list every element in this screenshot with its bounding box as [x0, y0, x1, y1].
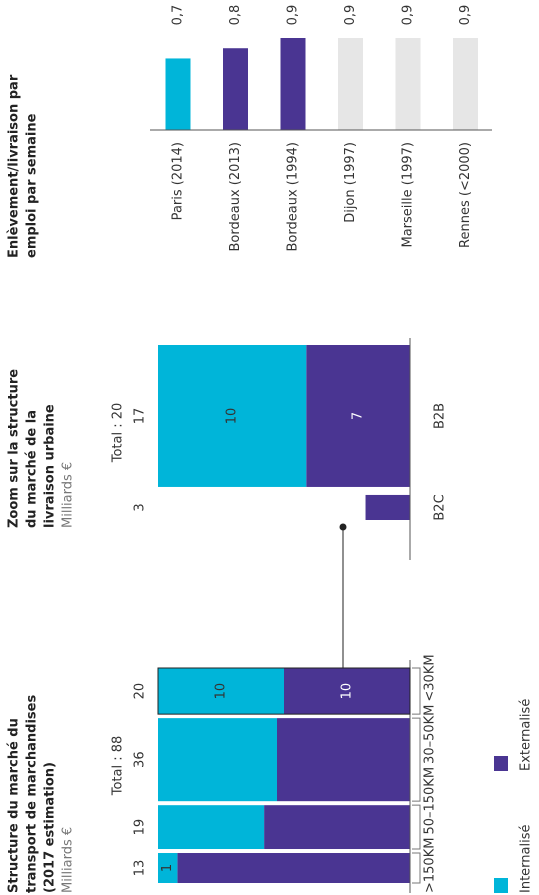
legend-swatch	[494, 756, 508, 771]
x-tick-label: 30–50KM	[423, 705, 438, 764]
total-label: Total : 88	[111, 736, 126, 797]
total-value: 3	[133, 503, 148, 511]
value-label: 0,9	[343, 5, 358, 26]
bracket	[412, 717, 421, 802]
x-tick-label: B2C	[433, 494, 448, 520]
value-label: 0,9	[458, 5, 473, 26]
value-label: 10	[340, 683, 355, 700]
total-value: 17	[133, 408, 148, 425]
x-tick-label: >150KM	[423, 838, 438, 893]
value-label: 0,9	[286, 5, 301, 26]
bracket	[412, 667, 421, 715]
legend-label: Externalisé	[519, 699, 534, 771]
chart-title: Zoom sur la structure	[7, 369, 22, 528]
chart-title: Enlèvement/livraison par	[7, 74, 22, 258]
value-label: 7	[351, 412, 366, 420]
value-label: 0,9	[401, 5, 416, 26]
bracket	[412, 804, 421, 850]
bar	[338, 38, 363, 130]
x-tick-label: Rennes (<2000)	[458, 142, 473, 248]
bar-segment	[158, 345, 307, 487]
value-label: 0,8	[228, 5, 243, 26]
chart-subtitle: Milliards €	[61, 827, 76, 893]
chart-title: livraison urbaine	[43, 404, 58, 528]
chart-title: (2017 estimation)	[43, 762, 58, 893]
chart-title: emploi par semaine	[25, 113, 40, 258]
bar-segment	[177, 853, 410, 883]
chart-title: Structure du marché du	[7, 718, 22, 893]
bar-segment	[158, 668, 284, 715]
total-label: Total : 20	[111, 403, 126, 464]
bar	[280, 38, 306, 130]
value-label: 0,7	[171, 5, 186, 26]
highlight-box	[157, 667, 411, 715]
bar-segment	[284, 668, 410, 715]
value-label: 1	[160, 864, 175, 872]
chart-subtitle: Milliards €	[61, 462, 76, 528]
x-tick-label: B2B	[433, 403, 448, 429]
value-label: 10	[225, 408, 240, 425]
x-tick-label: Bordeaux (1994)	[286, 142, 301, 252]
bar-segment	[365, 494, 410, 520]
bar	[223, 48, 248, 130]
bar-segment	[277, 718, 410, 802]
bar	[165, 58, 191, 130]
x-tick-label: Bordeaux (2013)	[228, 142, 243, 252]
x-tick-label: 50–150KM	[423, 767, 438, 835]
connector-dot	[339, 523, 347, 531]
total-value: 19	[133, 819, 148, 836]
value-label: 10	[214, 683, 229, 700]
bar-segment	[306, 345, 410, 487]
bracket	[412, 852, 421, 884]
x-tick-label: Marseille (1997)	[401, 142, 416, 248]
bar-segment	[158, 718, 277, 802]
total-value: 36	[133, 751, 148, 768]
legend-label: Internalisé	[519, 825, 534, 894]
x-tick-label: Dijon (1997)	[343, 142, 358, 223]
x-tick-label: <30KM	[423, 654, 438, 701]
bar-segment	[158, 853, 178, 883]
bar	[453, 38, 478, 130]
legend-swatch	[494, 878, 508, 893]
bar-segment	[264, 805, 410, 850]
chart-title: du marché de la	[25, 410, 40, 528]
bar-segment	[158, 805, 265, 850]
x-tick-label: Paris (2014)	[171, 142, 186, 220]
total-value: 13	[133, 860, 148, 877]
bar	[395, 38, 421, 130]
chart-title: transport de marchandises	[25, 695, 40, 893]
total-value: 20	[133, 683, 148, 700]
